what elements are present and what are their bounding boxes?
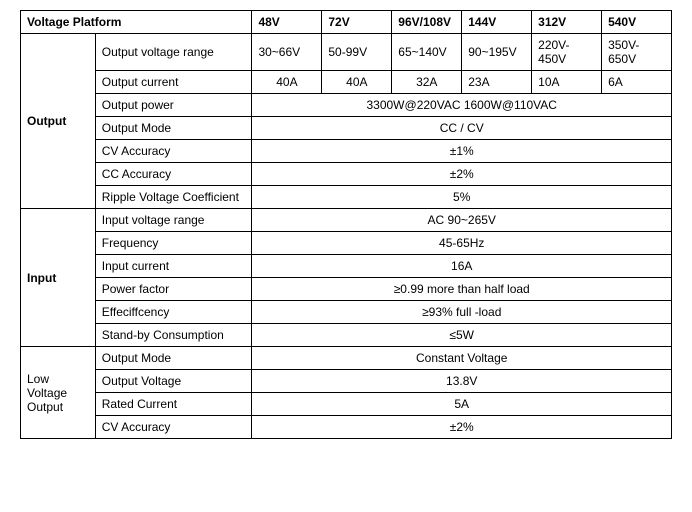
lv-current-label: Rated Current <box>95 393 252 416</box>
eff-label: Effeciffcency <box>95 301 252 324</box>
row-cv-accuracy: CV Accuracy ±1% <box>21 140 672 163</box>
oc-0: 40A <box>252 71 322 94</box>
cv-acc-val: ±1% <box>252 140 672 163</box>
row-input-current: Input current 16A <box>21 255 672 278</box>
input-voltage-range-val: AC 90~265V <box>252 209 672 232</box>
row-power-factor: Power factor ≥0.99 more than half load <box>21 278 672 301</box>
input-current-label: Input current <box>95 255 252 278</box>
oc-2: 32A <box>392 71 462 94</box>
col-96v: 96V/108V <box>392 11 462 34</box>
frequency-label: Frequency <box>95 232 252 255</box>
voltage-platform-header: Voltage Platform <box>21 11 252 34</box>
row-input-voltage-range: Input Input voltage range AC 90~265V <box>21 209 672 232</box>
lv-cvacc-val: ±2% <box>252 416 672 439</box>
output-voltage-range-label: Output voltage range <box>95 34 252 71</box>
cv-acc-label: CV Accuracy <box>95 140 252 163</box>
header-row: Voltage Platform 48V 72V 96V/108V 144V 3… <box>21 11 672 34</box>
input-current-val: 16A <box>252 255 672 278</box>
frequency-val: 45-65Hz <box>252 232 672 255</box>
row-ripple: Ripple Voltage Coefficient 5% <box>21 186 672 209</box>
ovr-0: 30~66V <box>252 34 322 71</box>
cc-acc-val: ±2% <box>252 163 672 186</box>
oc-5: 6A <box>602 71 672 94</box>
cc-acc-label: CC Accuracy <box>95 163 252 186</box>
oc-4: 10A <box>532 71 602 94</box>
row-output-voltage-range: Output Output voltage range 30~66V 50-99… <box>21 34 672 71</box>
output-mode-val: CC / CV <box>252 117 672 140</box>
lv-cvacc-label: CV Accuracy <box>95 416 252 439</box>
eff-val: ≥93% full -load <box>252 301 672 324</box>
oc-3: 23A <box>462 71 532 94</box>
ovr-5: 350V-650V <box>602 34 672 71</box>
output-current-label: Output current <box>95 71 252 94</box>
row-lv-mode: Low Voltage Output Output Mode Constant … <box>21 347 672 370</box>
lv-voltage-label: Output Voltage <box>95 370 252 393</box>
lv-current-val: 5A <box>252 393 672 416</box>
input-voltage-range-label: Input voltage range <box>95 209 252 232</box>
col-48v: 48V <box>252 11 322 34</box>
ripple-val: 5% <box>252 186 672 209</box>
row-standby: Stand-by Consumption ≤5W <box>21 324 672 347</box>
row-output-power: Output power 3300W@220VAC 1600W@110VAC <box>21 94 672 117</box>
ovr-4: 220V-450V <box>532 34 602 71</box>
lv-voltage-val: 13.8V <box>252 370 672 393</box>
ripple-label: Ripple Voltage Coefficient <box>95 186 252 209</box>
oc-1: 40A <box>322 71 392 94</box>
ovr-2: 65~140V <box>392 34 462 71</box>
output-power-label: Output power <box>95 94 252 117</box>
standby-val: ≤5W <box>252 324 672 347</box>
spec-table: Voltage Platform 48V 72V 96V/108V 144V 3… <box>20 10 672 439</box>
col-540v: 540V <box>602 11 672 34</box>
col-312v: 312V <box>532 11 602 34</box>
row-cc-accuracy: CC Accuracy ±2% <box>21 163 672 186</box>
lv-mode-label: Output Mode <box>95 347 252 370</box>
row-lv-current: Rated Current 5A <box>21 393 672 416</box>
low-voltage-label: Low Voltage Output <box>21 347 96 439</box>
row-frequency: Frequency 45-65Hz <box>21 232 672 255</box>
row-output-current: Output current 40A 40A 32A 23A 10A 6A <box>21 71 672 94</box>
lv-mode-val: Constant Voltage <box>252 347 672 370</box>
row-output-mode: Output Mode CC / CV <box>21 117 672 140</box>
ovr-3: 90~195V <box>462 34 532 71</box>
row-efficiency: Effeciffcency ≥93% full -load <box>21 301 672 324</box>
col-72v: 72V <box>322 11 392 34</box>
output-mode-label: Output Mode <box>95 117 252 140</box>
output-label: Output <box>21 34 96 209</box>
pf-val: ≥0.99 more than half load <box>252 278 672 301</box>
pf-label: Power factor <box>95 278 252 301</box>
output-power-val: 3300W@220VAC 1600W@110VAC <box>252 94 672 117</box>
row-lv-cv-accuracy: CV Accuracy ±2% <box>21 416 672 439</box>
standby-label: Stand-by Consumption <box>95 324 252 347</box>
input-label: Input <box>21 209 96 347</box>
row-lv-voltage: Output Voltage 13.8V <box>21 370 672 393</box>
col-144v: 144V <box>462 11 532 34</box>
ovr-1: 50-99V <box>322 34 392 71</box>
